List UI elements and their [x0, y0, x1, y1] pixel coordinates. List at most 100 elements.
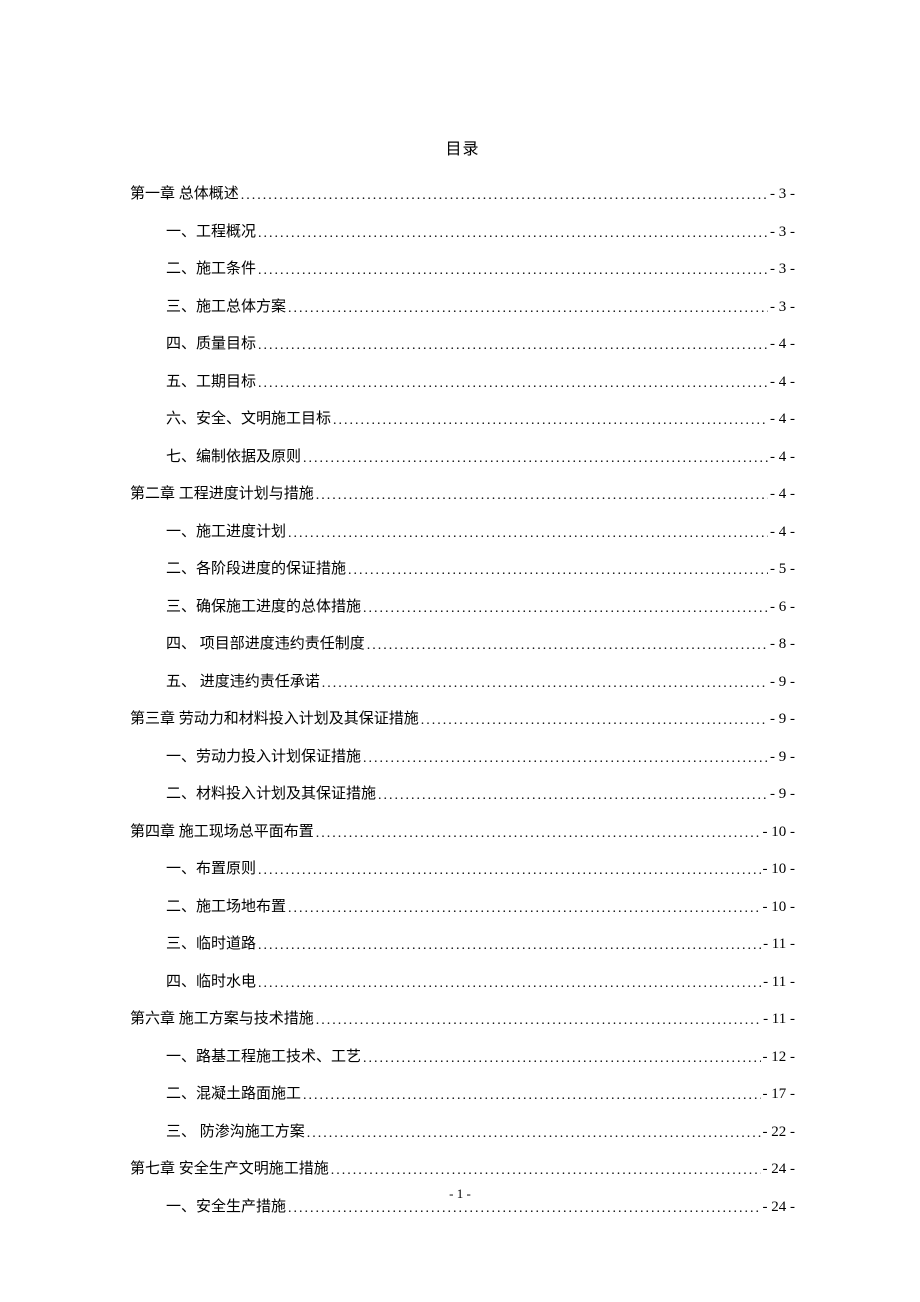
toc-entry: 一、安全生产措施- 24 - — [130, 1200, 795, 1238]
toc-dots — [258, 864, 760, 878]
toc-entry: 第一章 总体概述 - 3 - — [130, 187, 795, 225]
toc-entry: 五、 进度违约责任承诺 - 9 - — [130, 675, 795, 713]
toc-entry-label: 第三章 劳动力和材料投入计划及其保证措施 — [130, 712, 419, 727]
toc-entry-page: - 3 - — [770, 187, 795, 202]
toc-entry-page: - 3 - — [770, 262, 795, 277]
toc-entry-page: - 6 - — [770, 600, 795, 615]
toc-entry-label: 六、安全、文明施工目标 — [166, 412, 331, 427]
toc-list: 第一章 总体概述- 3 -一、工程概况- 3 -二、施工条件- 3 -三、施工总… — [130, 187, 795, 1237]
toc-dots — [258, 939, 761, 953]
toc-dots — [363, 752, 768, 766]
toc-entry: 一、工程概况 - 3 - — [130, 225, 795, 263]
toc-entry: 一、劳动力投入计划保证措施- 9 - — [130, 750, 795, 788]
toc-entry-page: - 11 - — [763, 975, 795, 990]
toc-entry-page: - 11 - — [763, 1012, 795, 1027]
toc-entry-label: 一、路基工程施工技术、工艺 — [166, 1050, 361, 1065]
toc-entry: 第四章 施工现场总平面布置 - 10 - — [130, 825, 795, 863]
toc-entry: 二、材料投入计划及其保证措施 - 9 - — [130, 787, 795, 825]
toc-entry-page: - 11 - — [763, 937, 795, 952]
toc-dots — [288, 1202, 760, 1216]
toc-entry-page: - 4 - — [770, 337, 795, 352]
toc-entry-label: 二、各阶段进度的保证措施 — [166, 562, 346, 577]
toc-entry-label: 三、 防渗沟施工方案 — [166, 1125, 305, 1140]
toc-entry-page: - 24 - — [763, 1162, 796, 1177]
toc-entry: 第六章 施工方案与技术措施 - 11 - — [130, 1012, 795, 1050]
toc-dots — [316, 827, 761, 841]
toc-entry-label: 七、编制依据及原则 — [166, 450, 301, 465]
toc-dots — [258, 227, 768, 241]
toc-entry-label: 五、 进度违约责任承诺 — [166, 675, 320, 690]
toc-entry: 四、质量目标- 4 - — [130, 337, 795, 375]
toc-entry-label: 四、 项目部进度违约责任制度 — [166, 637, 365, 652]
toc-entry: 一、施工进度计划 - 4 - — [130, 525, 795, 563]
toc-dots — [367, 639, 768, 653]
toc-entry-label: 二、混凝土路面施工 — [166, 1087, 301, 1102]
toc-entry-label: 一、工程概况 — [166, 225, 256, 240]
toc-dots — [316, 1014, 761, 1028]
toc-entry-page: - 3 - — [770, 225, 795, 240]
toc-entry: 三、施工总体方案- 3 - — [130, 300, 795, 338]
toc-entry-page: - 17 - — [763, 1087, 796, 1102]
toc-dots — [307, 1127, 761, 1141]
toc-entry: 第三章 劳动力和材料投入计划及其保证措施 - 9 - — [130, 712, 795, 750]
toc-entry-page: - 9 - — [770, 787, 795, 802]
toc-entry-page: - 4 - — [770, 450, 795, 465]
toc-entry-page: - 4 - — [770, 487, 795, 502]
toc-entry-page: - 4 - — [770, 412, 795, 427]
toc-entry-page: - 4 - — [770, 525, 795, 540]
toc-dots — [363, 602, 768, 616]
toc-entry-page: - 12 - — [763, 1050, 796, 1065]
toc-dots — [303, 452, 768, 466]
toc-dots — [288, 527, 768, 541]
toc-entry-page: - 10 - — [763, 825, 796, 840]
toc-entry-page: - 8 - — [770, 637, 795, 652]
toc-dots — [331, 1164, 761, 1178]
toc-entry: 三、 防渗沟施工方案 - 22 - — [130, 1125, 795, 1163]
toc-entry-label: 四、临时水电 — [166, 975, 256, 990]
toc-dots — [421, 714, 768, 728]
toc-entry: 二、施工条件 - 3 - — [130, 262, 795, 300]
toc-dots — [241, 189, 768, 203]
toc-dots — [333, 414, 768, 428]
toc-entry-label: 第一章 总体概述 — [130, 187, 239, 202]
toc-dots — [288, 902, 760, 916]
toc-entry-page: - 5 - — [770, 562, 795, 577]
toc-entry-label: 二、材料投入计划及其保证措施 — [166, 787, 376, 802]
toc-entry-label: 三、临时道路 — [166, 937, 256, 952]
toc-entry-label: 二、施工场地布置 — [166, 900, 286, 915]
toc-entry-page: - 10 - — [763, 862, 796, 877]
toc-entry: 二、混凝土路面施工 - 17 - — [130, 1087, 795, 1125]
toc-dots — [288, 302, 768, 316]
toc-entry: 三、临时道路 - 11 - — [130, 937, 795, 975]
toc-entry-page: - 4 - — [770, 375, 795, 390]
toc-entry: 五、工期目标- 4 - — [130, 375, 795, 413]
toc-entry-label: 第四章 施工现场总平面布置 — [130, 825, 314, 840]
toc-entry-page: - 9 - — [770, 712, 795, 727]
toc-dots — [258, 977, 761, 991]
toc-entry-label: 第七章 安全生产文明施工措施 — [130, 1162, 329, 1177]
toc-dots — [258, 264, 768, 278]
toc-dots — [363, 1052, 760, 1066]
toc-entry-page: - 3 - — [770, 300, 795, 315]
toc-entry-label: 一、劳动力投入计划保证措施 — [166, 750, 361, 765]
toc-dots — [348, 564, 768, 578]
toc-entry: 一、布置原则- 10 - — [130, 862, 795, 900]
toc-entry: 三、确保施工进度的总体措施- 6 - — [130, 600, 795, 638]
toc-entry-page: - 9 - — [770, 675, 795, 690]
toc-entry-page: - 10 - — [763, 900, 796, 915]
toc-dots — [322, 677, 768, 691]
toc-dots — [378, 789, 768, 803]
toc-dots — [258, 339, 768, 353]
toc-entry: 二、施工场地布置 - 10 - — [130, 900, 795, 938]
toc-entry: 七、编制依据及原则 - 4 - — [130, 450, 795, 488]
toc-entry: 四、 项目部进度违约责任制度 - 8 - — [130, 637, 795, 675]
toc-entry-page: - 22 - — [763, 1125, 796, 1140]
toc-dots — [303, 1089, 760, 1103]
page-number: - 1 - — [0, 1186, 920, 1202]
toc-dots — [258, 377, 768, 391]
toc-dots — [316, 489, 768, 503]
toc-entry-label: 二、施工条件 — [166, 262, 256, 277]
toc-entry-label: 第六章 施工方案与技术措施 — [130, 1012, 314, 1027]
toc-entry: 一、路基工程施工技术、工艺 - 12 - — [130, 1050, 795, 1088]
toc-entry-label: 一、施工进度计划 — [166, 525, 286, 540]
